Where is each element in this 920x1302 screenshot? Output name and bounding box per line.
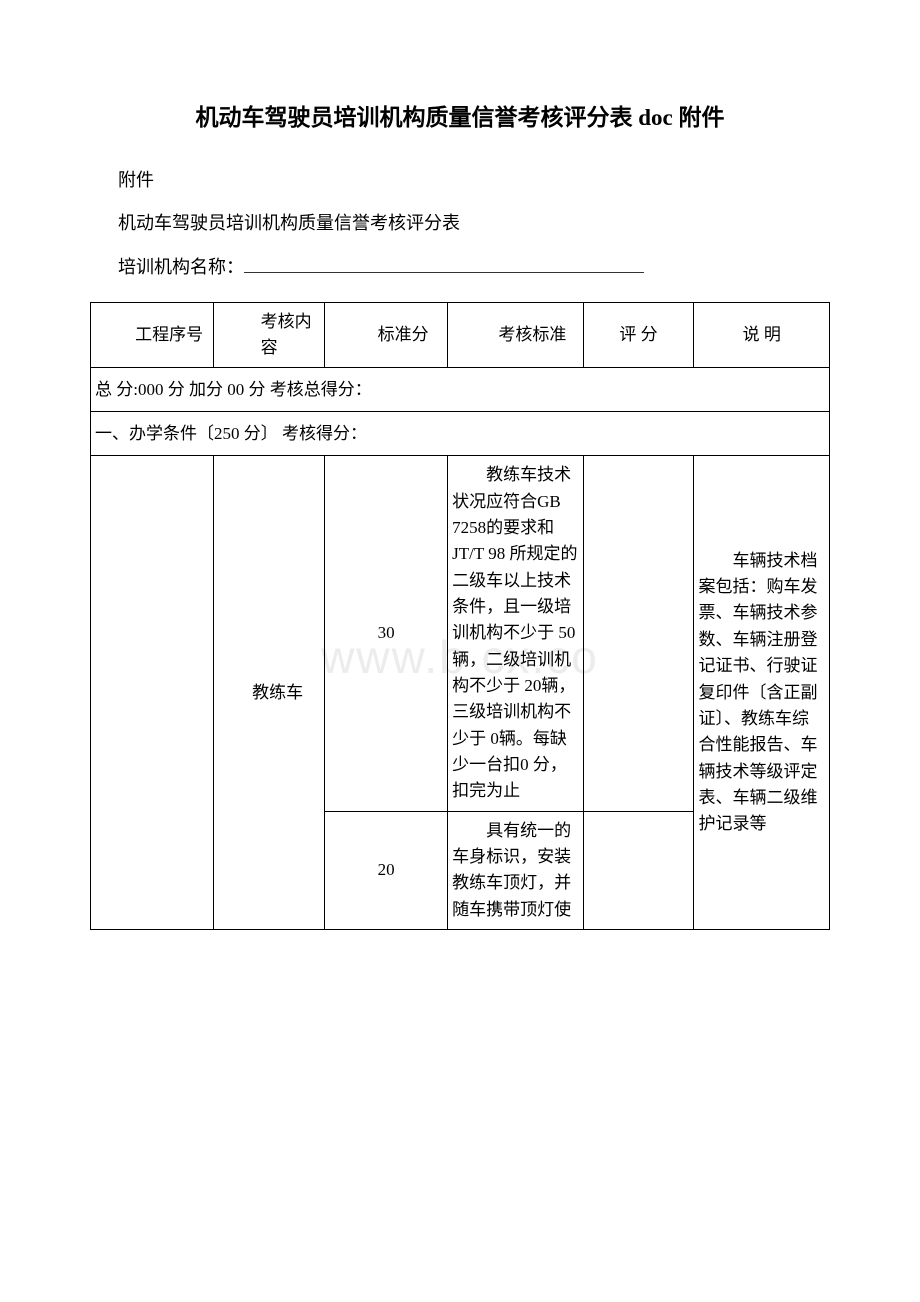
org-blank-line xyxy=(244,255,644,273)
cell-note: 车辆技术档案包括：购车发票、车辆技术参数、车辆注册登记证书、行驶证复印件〔含正副… xyxy=(694,456,830,930)
total-cell: 总 分:000 分 加分 00 分 考核总得分： xyxy=(91,368,830,412)
title-cn-suffix: 附件 xyxy=(679,105,725,130)
cell-standard-a: 教练车技术状况应符合GB 7258的要求和JT/T 98 所规定的二级车以上技术… xyxy=(448,456,583,811)
cell-eval-a xyxy=(583,456,694,811)
page-title: 机动车驾驶员培训机构质量信誉考核评分表 doc 附件 xyxy=(90,100,830,137)
section1-row: 一、办学条件〔250 分〕 考核得分： xyxy=(91,412,830,456)
table-row: 教练车 30 教练车技术状况应符合GB 7258的要求和JT/T 98 所规定的… xyxy=(91,456,830,811)
cell-standard-b: 具有统一的车身标识，安装教练车顶灯，并随车携带顶灯使 xyxy=(448,811,583,929)
pretext-line1: 附件 xyxy=(118,161,830,201)
cell-seq xyxy=(91,456,214,930)
total-row: 总 分:000 分 加分 00 分 考核总得分： xyxy=(91,368,830,412)
table-header-row: 工程序号 考核内容 标准分 考核标准 评 分 说 明 xyxy=(91,302,830,368)
header-col3: 标准分 xyxy=(325,302,448,368)
header-col4: 考核标准 xyxy=(448,302,583,368)
cell-score-b: 20 xyxy=(325,811,448,929)
pre-text-block: 附件 机动车驾驶员培训机构质量信誉考核评分表 培训机构名称： xyxy=(118,161,830,288)
cell-content: 教练车 xyxy=(214,456,325,930)
header-col2: 考核内容 xyxy=(214,302,325,368)
header-col1: 工程序号 xyxy=(91,302,214,368)
section1-cell: 一、办学条件〔250 分〕 考核得分： xyxy=(91,412,830,456)
score-table: 工程序号 考核内容 标准分 考核标准 评 分 说 明 总 分:000 分 加分 … xyxy=(90,302,830,931)
cell-score-a: 30 xyxy=(325,456,448,811)
pretext-org: 培训机构名称： xyxy=(118,248,830,288)
header-col5: 评 分 xyxy=(583,302,694,368)
pretext-line2: 机动车驾驶员培训机构质量信誉考核评分表 xyxy=(118,204,830,244)
header-col6: 说 明 xyxy=(694,302,830,368)
org-label: 培训机构名称： xyxy=(118,257,244,277)
title-doc-suffix: doc xyxy=(638,105,678,130)
title-main: 机动车驾驶员培训机构质量信誉考核评分表 xyxy=(196,105,633,130)
cell-eval-b xyxy=(583,811,694,929)
